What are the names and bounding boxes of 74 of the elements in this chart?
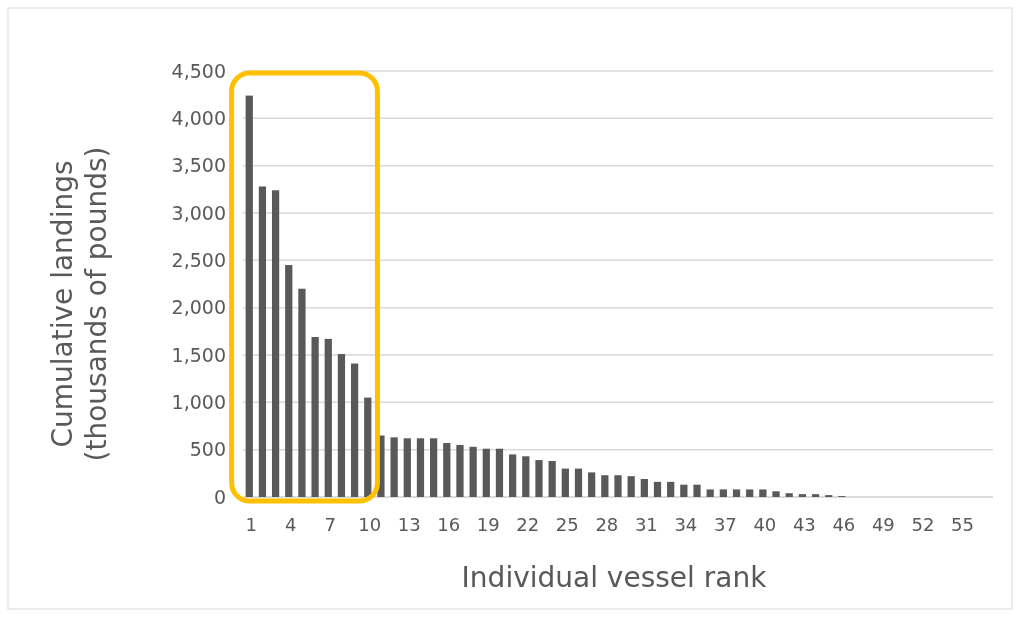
bar bbox=[350, 363, 359, 497]
bar bbox=[653, 481, 662, 497]
bar bbox=[732, 489, 741, 497]
bar bbox=[298, 288, 306, 497]
x-tick-label: 10 bbox=[358, 514, 382, 535]
bar bbox=[719, 489, 727, 497]
bar bbox=[627, 476, 635, 497]
bar bbox=[811, 494, 820, 497]
y-tick-label: 3,500 bbox=[171, 154, 226, 177]
bar bbox=[245, 95, 253, 497]
x-tick-label: 4 bbox=[285, 514, 297, 535]
x-tick-label: 13 bbox=[397, 514, 421, 535]
y-axis-title: Cumulative landings (thousands of pounds) bbox=[46, 146, 113, 462]
x-tick-label: 28 bbox=[595, 514, 619, 535]
y-tick-label: 2,000 bbox=[171, 296, 226, 319]
bar bbox=[522, 456, 530, 497]
y-tick-label: 4,000 bbox=[171, 106, 226, 129]
x-tick-label: 25 bbox=[555, 514, 579, 535]
bar bbox=[798, 494, 806, 497]
bar bbox=[535, 460, 543, 497]
bar bbox=[416, 438, 425, 497]
bar bbox=[311, 337, 319, 497]
bar bbox=[390, 437, 398, 497]
y-tick-label: 0 bbox=[213, 485, 226, 508]
bar bbox=[469, 446, 477, 497]
y-tick-label: 4,500 bbox=[171, 59, 226, 82]
x-tick-label: 34 bbox=[674, 514, 698, 535]
x-tick-label: 16 bbox=[437, 514, 461, 535]
bar bbox=[456, 444, 464, 497]
bar bbox=[693, 484, 701, 497]
bar bbox=[706, 489, 714, 497]
x-tick-label: 40 bbox=[753, 514, 777, 535]
bar bbox=[324, 338, 332, 497]
bar bbox=[258, 186, 267, 497]
bar bbox=[548, 461, 556, 497]
bar bbox=[601, 475, 609, 497]
x-tick-label: 31 bbox=[634, 514, 658, 535]
bar bbox=[403, 438, 411, 497]
bar bbox=[482, 448, 490, 497]
bar bbox=[588, 472, 596, 497]
bar bbox=[509, 454, 517, 497]
bar bbox=[364, 397, 372, 497]
bar bbox=[430, 438, 438, 497]
x-axis-title: Individual vessel rank bbox=[461, 561, 768, 594]
bar bbox=[614, 475, 622, 497]
x-tick-label: 43 bbox=[792, 514, 816, 535]
bar bbox=[561, 468, 569, 497]
bar bbox=[667, 481, 675, 497]
bar bbox=[785, 493, 793, 497]
x-tick-label: 22 bbox=[516, 514, 540, 535]
bar bbox=[495, 448, 504, 497]
x-tick-label: 1 bbox=[245, 514, 257, 535]
x-tick-label: 49 bbox=[871, 514, 895, 535]
y-tick-label: 3,000 bbox=[171, 201, 226, 224]
y-tick-label: 500 bbox=[189, 438, 226, 461]
bar bbox=[772, 491, 780, 497]
y-tick-label: 2,500 bbox=[171, 248, 226, 271]
x-tick-label: 55 bbox=[950, 514, 974, 535]
bar bbox=[680, 484, 688, 497]
x-tick-label: 52 bbox=[911, 514, 935, 535]
y-tick-label: 1,500 bbox=[171, 343, 226, 366]
bar bbox=[746, 489, 754, 497]
x-tick-label: 37 bbox=[713, 514, 737, 535]
bar bbox=[337, 354, 346, 497]
bar bbox=[443, 443, 451, 497]
x-tick-label: 46 bbox=[832, 514, 856, 535]
bar bbox=[574, 468, 583, 497]
bar bbox=[640, 479, 648, 497]
bar bbox=[271, 190, 280, 497]
x-tick-label: 19 bbox=[476, 514, 500, 535]
bar bbox=[759, 489, 767, 497]
x-tick-label: 7 bbox=[324, 514, 336, 535]
bar bbox=[285, 265, 293, 497]
y-tick-label: 1,000 bbox=[171, 390, 226, 413]
